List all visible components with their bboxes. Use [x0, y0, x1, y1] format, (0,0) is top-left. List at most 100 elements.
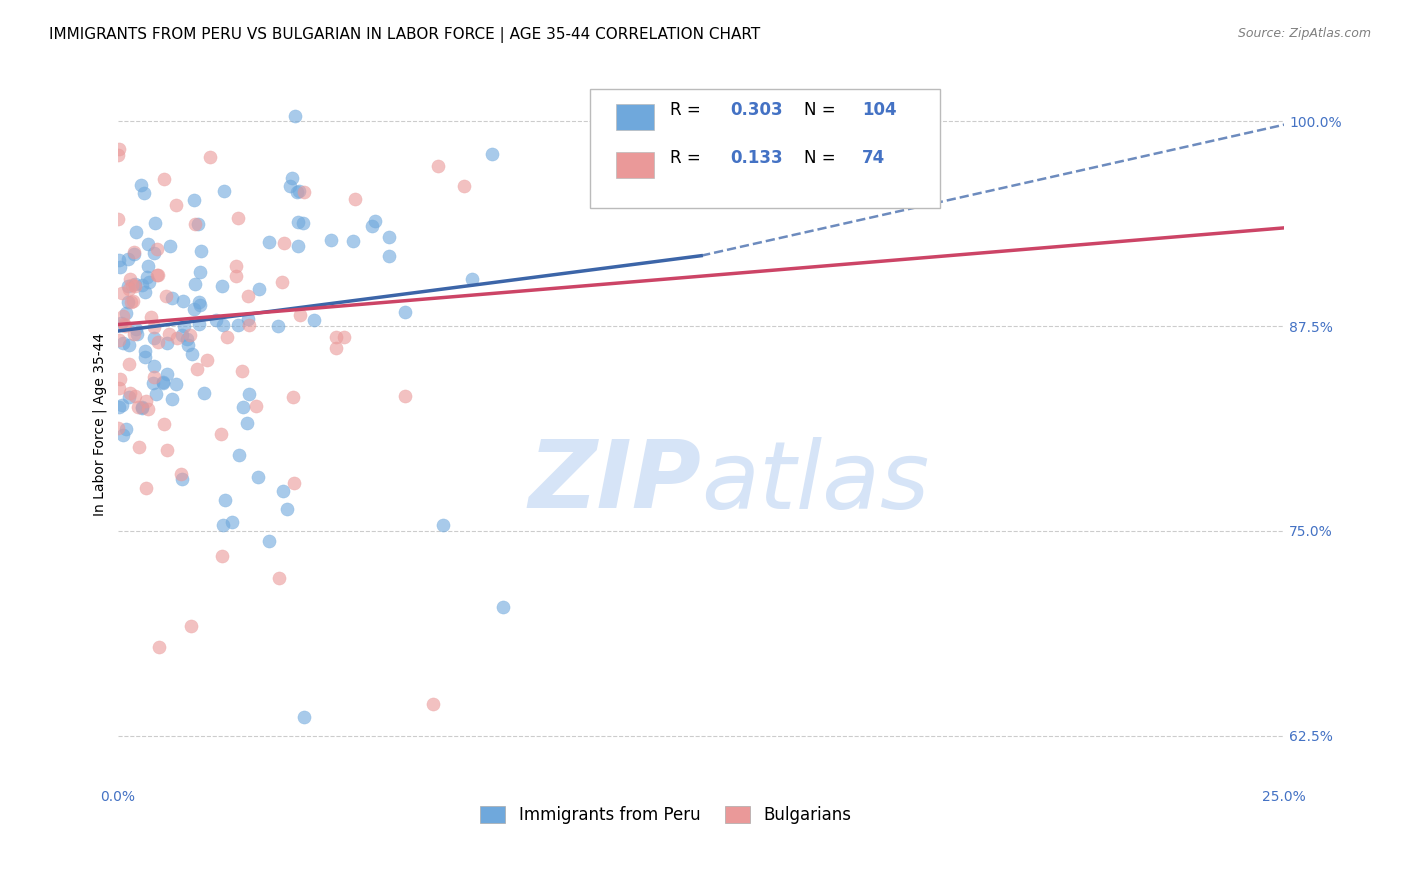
- Legend: Immigrants from Peru, Bulgarians: Immigrants from Peru, Bulgarians: [474, 799, 859, 830]
- Point: [108, 381, 131, 395]
- Point: [118, 357, 141, 371]
- Point: [143, 246, 166, 260]
- Point: [236, 417, 259, 431]
- Point: [135, 394, 157, 409]
- Point: [211, 549, 233, 564]
- Point: [212, 184, 235, 198]
- Point: [139, 310, 162, 325]
- Point: [131, 401, 153, 416]
- Point: [117, 252, 139, 266]
- Point: [187, 217, 209, 231]
- Point: [228, 448, 250, 462]
- Point: [146, 335, 169, 350]
- Point: [247, 282, 270, 296]
- Point: [225, 259, 247, 273]
- Point: [291, 216, 314, 230]
- Point: [283, 476, 305, 491]
- Point: [145, 387, 167, 401]
- Point: [142, 331, 165, 345]
- Point: [302, 313, 325, 327]
- Point: [236, 289, 259, 303]
- Point: [586, 181, 609, 195]
- Point: [124, 326, 146, 341]
- Point: [211, 279, 233, 293]
- Point: [110, 285, 132, 300]
- Point: [186, 362, 208, 376]
- Point: [118, 338, 141, 352]
- Point: [183, 194, 205, 208]
- Point: [294, 710, 316, 724]
- Point: [128, 440, 150, 454]
- Point: [155, 335, 177, 350]
- Point: [134, 285, 156, 299]
- Point: [212, 318, 235, 332]
- Point: [125, 326, 148, 341]
- Point: [190, 264, 212, 278]
- Point: [276, 502, 298, 516]
- Point: [124, 389, 146, 403]
- FancyBboxPatch shape: [616, 152, 654, 178]
- Point: [287, 239, 309, 253]
- Point: [107, 334, 129, 348]
- Point: [111, 336, 134, 351]
- Point: [108, 372, 131, 386]
- Point: [267, 571, 290, 585]
- Point: [190, 244, 212, 258]
- Point: [121, 278, 143, 293]
- Point: [107, 253, 129, 268]
- Point: [292, 185, 315, 199]
- Point: [238, 318, 260, 332]
- Point: [165, 377, 187, 392]
- Point: [188, 298, 211, 312]
- Point: [325, 330, 347, 344]
- Point: [131, 278, 153, 293]
- Text: 0.303: 0.303: [730, 101, 783, 119]
- Point: [165, 198, 187, 212]
- Point: [157, 327, 180, 342]
- Point: [287, 215, 309, 229]
- FancyBboxPatch shape: [616, 103, 654, 130]
- Point: [138, 275, 160, 289]
- Point: [155, 289, 177, 303]
- Point: [187, 294, 209, 309]
- Point: [125, 321, 148, 335]
- Point: [193, 386, 215, 401]
- Point: [134, 344, 156, 359]
- Point: [120, 386, 142, 401]
- Point: [378, 230, 401, 244]
- Point: [360, 219, 382, 234]
- Point: [172, 328, 194, 343]
- Text: IMMIGRANTS FROM PERU VS BULGARIAN IN LABOR FORCE | AGE 35-44 CORRELATION CHART: IMMIGRANTS FROM PERU VS BULGARIAN IN LAB…: [49, 27, 761, 43]
- Point: [225, 269, 247, 284]
- Point: [156, 443, 179, 458]
- Point: [127, 401, 149, 415]
- Point: [211, 518, 233, 533]
- Point: [284, 109, 307, 123]
- Point: [184, 217, 207, 231]
- Point: [288, 308, 311, 322]
- Text: 104: 104: [862, 101, 897, 119]
- Point: [214, 492, 236, 507]
- Text: Source: ZipAtlas.com: Source: ZipAtlas.com: [1237, 27, 1371, 40]
- Point: [152, 417, 174, 432]
- Point: [125, 226, 148, 240]
- Point: [177, 338, 200, 352]
- Point: [143, 216, 166, 230]
- Point: [122, 244, 145, 259]
- Point: [267, 318, 290, 333]
- Text: R =: R =: [669, 149, 706, 167]
- Point: [333, 329, 356, 343]
- Point: [453, 178, 475, 193]
- Text: N =: N =: [804, 101, 841, 119]
- Point: [173, 319, 195, 334]
- Point: [215, 329, 238, 343]
- Point: [183, 277, 205, 291]
- Point: [155, 367, 177, 381]
- Point: [134, 351, 156, 365]
- Point: [107, 420, 129, 434]
- Point: [461, 272, 484, 286]
- Point: [183, 301, 205, 316]
- Point: [112, 317, 135, 331]
- Point: [180, 619, 202, 633]
- Point: [131, 401, 153, 415]
